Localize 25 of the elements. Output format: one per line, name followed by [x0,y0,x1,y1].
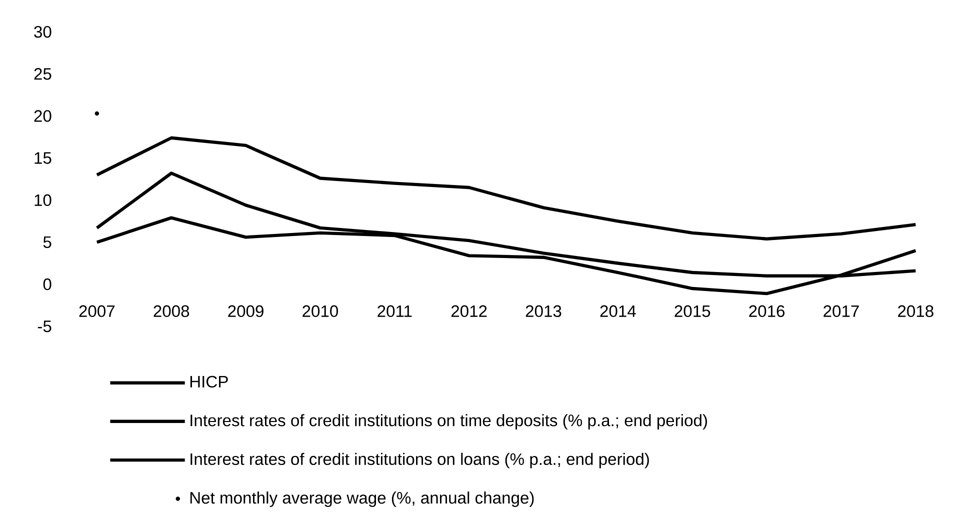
x-tick-label: 2009 [228,305,264,317]
x-tick-label: 2018 [898,305,934,317]
line-series [95,136,918,240]
y-tick-label: 20 [34,110,52,122]
x-tick-label: 2017 [824,305,859,317]
y-tick-label: 30 [34,26,52,38]
y-tick-label: 10 [34,194,52,206]
y-tick-label: 0 [43,278,52,290]
x-tick-label: 2015 [674,305,710,317]
y-tick-label: -5 [38,320,52,332]
x-tick-label: 2008 [154,305,190,317]
x-tick-label: 2012 [451,305,487,317]
legend-label: Net monthly average wage (%, annual change) [190,491,534,507]
y-tick-label: 5 [43,236,52,248]
x-tick-label: 2014 [600,305,636,317]
x-tick-label: 2016 [749,305,784,317]
x-tick-label: 2007 [79,305,115,317]
legend-label: Interest rates of credit institutions on time deposits (% p.a.; end period) [190,414,707,430]
legend-label: Interest rates of credit institutions on loans (% p.a.; end period) [190,452,649,468]
x-tick-label: 2013 [526,305,562,317]
legend-label: HICP [190,376,228,388]
x-tick-label: 2010 [302,305,338,317]
y-tick-label: 15 [34,152,52,164]
x-tick-label: 2011 [378,305,412,317]
y-tick-label: 25 [34,68,52,80]
